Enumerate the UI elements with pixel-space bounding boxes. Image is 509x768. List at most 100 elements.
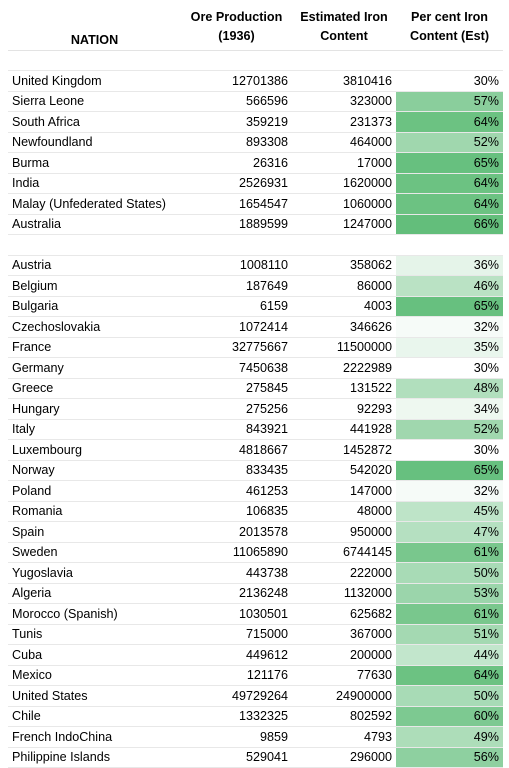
percent-iron-cell[interactable]: 53% [396, 583, 503, 604]
percent-iron-cell[interactable]: 48% [396, 378, 503, 399]
ore-production-cell[interactable]: 6159 [181, 296, 292, 317]
percent-iron-cell[interactable]: 64% [396, 173, 503, 194]
nation-cell[interactable]: Tunis [8, 624, 181, 645]
nation-cell[interactable]: Newfoundland [8, 132, 181, 153]
ore-production-cell[interactable]: 566596 [181, 91, 292, 112]
header-ore-production[interactable]: Ore Production (1936) [181, 4, 292, 51]
nation-cell[interactable]: Philippine Islands [8, 747, 181, 768]
iron-content-cell[interactable]: 131522 [292, 378, 396, 399]
ore-production-cell[interactable]: 187649 [181, 275, 292, 297]
percent-iron-cell[interactable]: 34% [396, 398, 503, 420]
iron-content-cell[interactable]: 86000 [292, 275, 396, 297]
percent-iron-cell[interactable]: 50% [396, 562, 503, 584]
ore-production-cell[interactable]: 1332325 [181, 706, 292, 727]
ore-production-cell[interactable]: 1072414 [181, 316, 292, 338]
iron-content-cell[interactable]: 1247000 [292, 214, 396, 235]
iron-content-cell[interactable]: 1132000 [292, 583, 396, 604]
header-nation[interactable]: NATION [8, 4, 181, 51]
iron-content-cell[interactable]: 48000 [292, 501, 396, 522]
iron-content-cell[interactable]: 4793 [292, 726, 396, 748]
header-estimated-iron[interactable]: Estimated Iron Content [292, 4, 396, 51]
iron-content-cell[interactable]: 367000 [292, 624, 396, 645]
iron-content-cell[interactable]: 11500000 [292, 337, 396, 358]
nation-cell[interactable]: Burma [8, 152, 181, 174]
iron-content-cell[interactable]: 200000 [292, 644, 396, 666]
nation-cell[interactable]: Spain [8, 521, 181, 543]
empty-cell[interactable] [292, 50, 396, 71]
percent-iron-cell[interactable]: 52% [396, 132, 503, 153]
ore-production-cell[interactable]: 32775667 [181, 337, 292, 358]
percent-iron-cell[interactable]: 60% [396, 706, 503, 727]
iron-content-cell[interactable]: 323000 [292, 91, 396, 112]
ore-production-cell[interactable]: 26316 [181, 152, 292, 174]
iron-content-cell[interactable]: 4003 [292, 296, 396, 317]
nation-cell[interactable]: Norway [8, 460, 181, 481]
nation-cell[interactable]: Italy [8, 419, 181, 440]
ore-production-cell[interactable]: 275845 [181, 378, 292, 399]
percent-iron-cell[interactable]: 61% [396, 542, 503, 563]
iron-content-cell[interactable]: 222000 [292, 562, 396, 584]
percent-iron-cell[interactable]: 66% [396, 214, 503, 235]
nation-cell[interactable]: Bulgaria [8, 296, 181, 317]
iron-content-cell[interactable]: 464000 [292, 132, 396, 153]
ore-production-cell[interactable]: 9859 [181, 726, 292, 748]
nation-cell[interactable]: Belgium [8, 275, 181, 297]
percent-iron-cell[interactable]: 56% [396, 747, 503, 768]
nation-cell[interactable]: Chile [8, 706, 181, 727]
iron-content-cell[interactable]: 3810416 [292, 70, 396, 92]
percent-iron-cell[interactable]: 49% [396, 726, 503, 748]
iron-content-cell[interactable]: 625682 [292, 603, 396, 625]
percent-iron-cell[interactable]: 47% [396, 521, 503, 543]
percent-iron-cell[interactable]: 44% [396, 644, 503, 666]
nation-cell[interactable]: Hungary [8, 398, 181, 420]
ore-production-cell[interactable]: 2136248 [181, 583, 292, 604]
ore-production-cell[interactable]: 833435 [181, 460, 292, 481]
iron-content-cell[interactable]: 950000 [292, 521, 396, 543]
nation-cell[interactable]: France [8, 337, 181, 358]
empty-cell[interactable] [8, 234, 181, 256]
iron-content-cell[interactable]: 24900000 [292, 685, 396, 707]
percent-iron-cell[interactable]: 30% [396, 439, 503, 461]
ore-production-cell[interactable]: 12701386 [181, 70, 292, 92]
ore-production-cell[interactable]: 7450638 [181, 357, 292, 379]
empty-cell[interactable] [292, 234, 396, 256]
ore-production-cell[interactable]: 11065890 [181, 542, 292, 563]
empty-cell[interactable] [181, 234, 292, 256]
iron-content-cell[interactable]: 1620000 [292, 173, 396, 194]
ore-production-cell[interactable]: 1654547 [181, 193, 292, 215]
nation-cell[interactable]: Yugoslavia [8, 562, 181, 584]
nation-cell[interactable]: Germany [8, 357, 181, 379]
ore-production-cell[interactable]: 1030501 [181, 603, 292, 625]
percent-iron-cell[interactable]: 30% [396, 70, 503, 92]
ore-production-cell[interactable]: 449612 [181, 644, 292, 666]
nation-cell[interactable]: United Kingdom [8, 70, 181, 92]
percent-iron-cell[interactable]: 52% [396, 419, 503, 440]
nation-cell[interactable]: Greece [8, 378, 181, 399]
nation-cell[interactable]: Austria [8, 255, 181, 276]
nation-cell[interactable]: Sierra Leone [8, 91, 181, 112]
nation-cell[interactable]: Czechoslovakia [8, 316, 181, 338]
percent-iron-cell[interactable]: 32% [396, 480, 503, 502]
percent-iron-cell[interactable]: 57% [396, 91, 503, 112]
percent-iron-cell[interactable]: 50% [396, 685, 503, 707]
empty-cell[interactable] [396, 234, 503, 256]
ore-production-cell[interactable]: 529041 [181, 747, 292, 768]
nation-cell[interactable]: Romania [8, 501, 181, 522]
nation-cell[interactable]: Luxembourg [8, 439, 181, 461]
nation-cell[interactable]: Algeria [8, 583, 181, 604]
nation-cell[interactable]: India [8, 173, 181, 194]
percent-iron-cell[interactable]: 61% [396, 603, 503, 625]
ore-production-cell[interactable]: 2526931 [181, 173, 292, 194]
ore-production-cell[interactable]: 1889599 [181, 214, 292, 235]
iron-content-cell[interactable]: 542020 [292, 460, 396, 481]
percent-iron-cell[interactable]: 30% [396, 357, 503, 379]
ore-production-cell[interactable]: 2013578 [181, 521, 292, 543]
percent-iron-cell[interactable]: 45% [396, 501, 503, 522]
header-percent-iron[interactable]: Per cent Iron Content (Est) [396, 4, 503, 51]
nation-cell[interactable]: Cuba [8, 644, 181, 666]
ore-production-cell[interactable]: 1008110 [181, 255, 292, 276]
percent-iron-cell[interactable]: 65% [396, 460, 503, 481]
ore-production-cell[interactable]: 843921 [181, 419, 292, 440]
ore-production-cell[interactable]: 715000 [181, 624, 292, 645]
percent-iron-cell[interactable]: 65% [396, 152, 503, 174]
